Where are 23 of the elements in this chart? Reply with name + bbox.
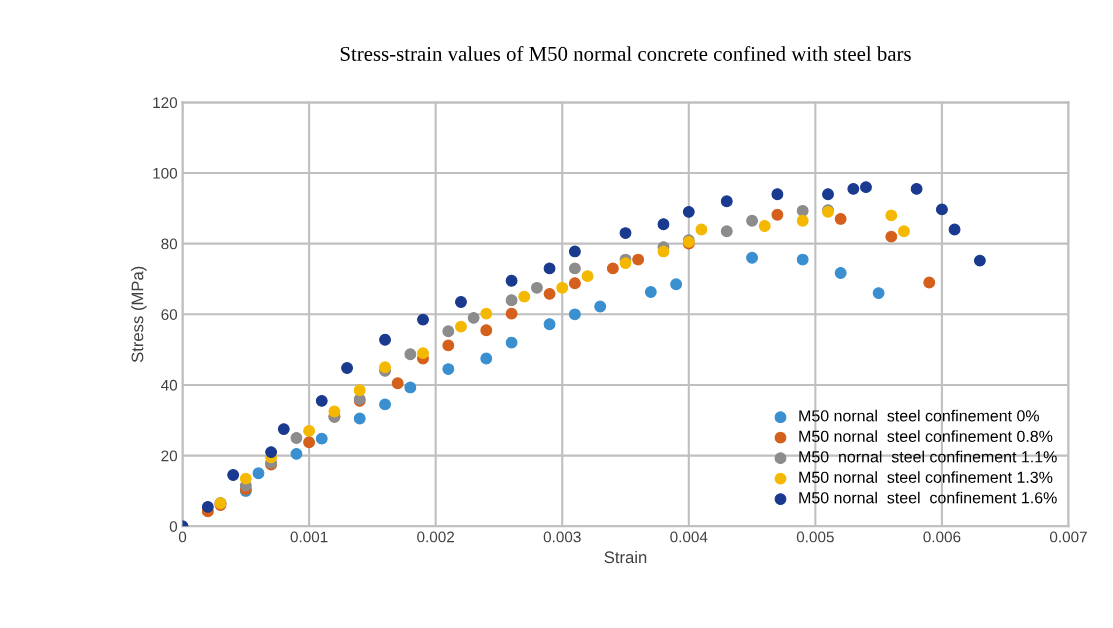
x-axis-title: Strain: [604, 550, 647, 564]
legend-label: M50 nornal steel confinement 0%: [799, 409, 1039, 422]
legend-label: M50 nornal steel confinement 0.8%: [799, 430, 1053, 443]
y-tick-label: 100: [153, 167, 178, 179]
x-tick-label: 0.005: [796, 531, 834, 543]
y-tick-label: 80: [161, 238, 178, 250]
y-tick-label: 60: [161, 309, 178, 320]
x-tick-label: 0.004: [670, 531, 708, 543]
x-tick-label: 0.006: [923, 531, 961, 543]
y-tick-label: 40: [161, 379, 178, 391]
y-tick-label: 120: [153, 97, 178, 109]
x-tick-label: 0.003: [543, 531, 581, 543]
y-tick-label: 0: [169, 521, 178, 532]
x-tick-label: 0.002: [417, 531, 455, 543]
legend-label: M50 nornal steel confinement 1.1%: [799, 450, 1057, 463]
legend-label: M50 nornal steel confinement 1.6%: [799, 491, 1057, 504]
x-tick-label: 0.001: [290, 531, 328, 543]
y-axis-title: Stress (MPa): [131, 266, 147, 363]
x-tick-label: 0: [178, 531, 187, 543]
x-tick-label: 0.007: [1049, 531, 1087, 543]
chart-title: Stress-strain values of M50 normal concrete confined with steel bars: [340, 46, 911, 61]
y-tick-label: 20: [161, 450, 178, 462]
legend-label: M50 nornal steel confinement 1.3%: [799, 471, 1053, 483]
